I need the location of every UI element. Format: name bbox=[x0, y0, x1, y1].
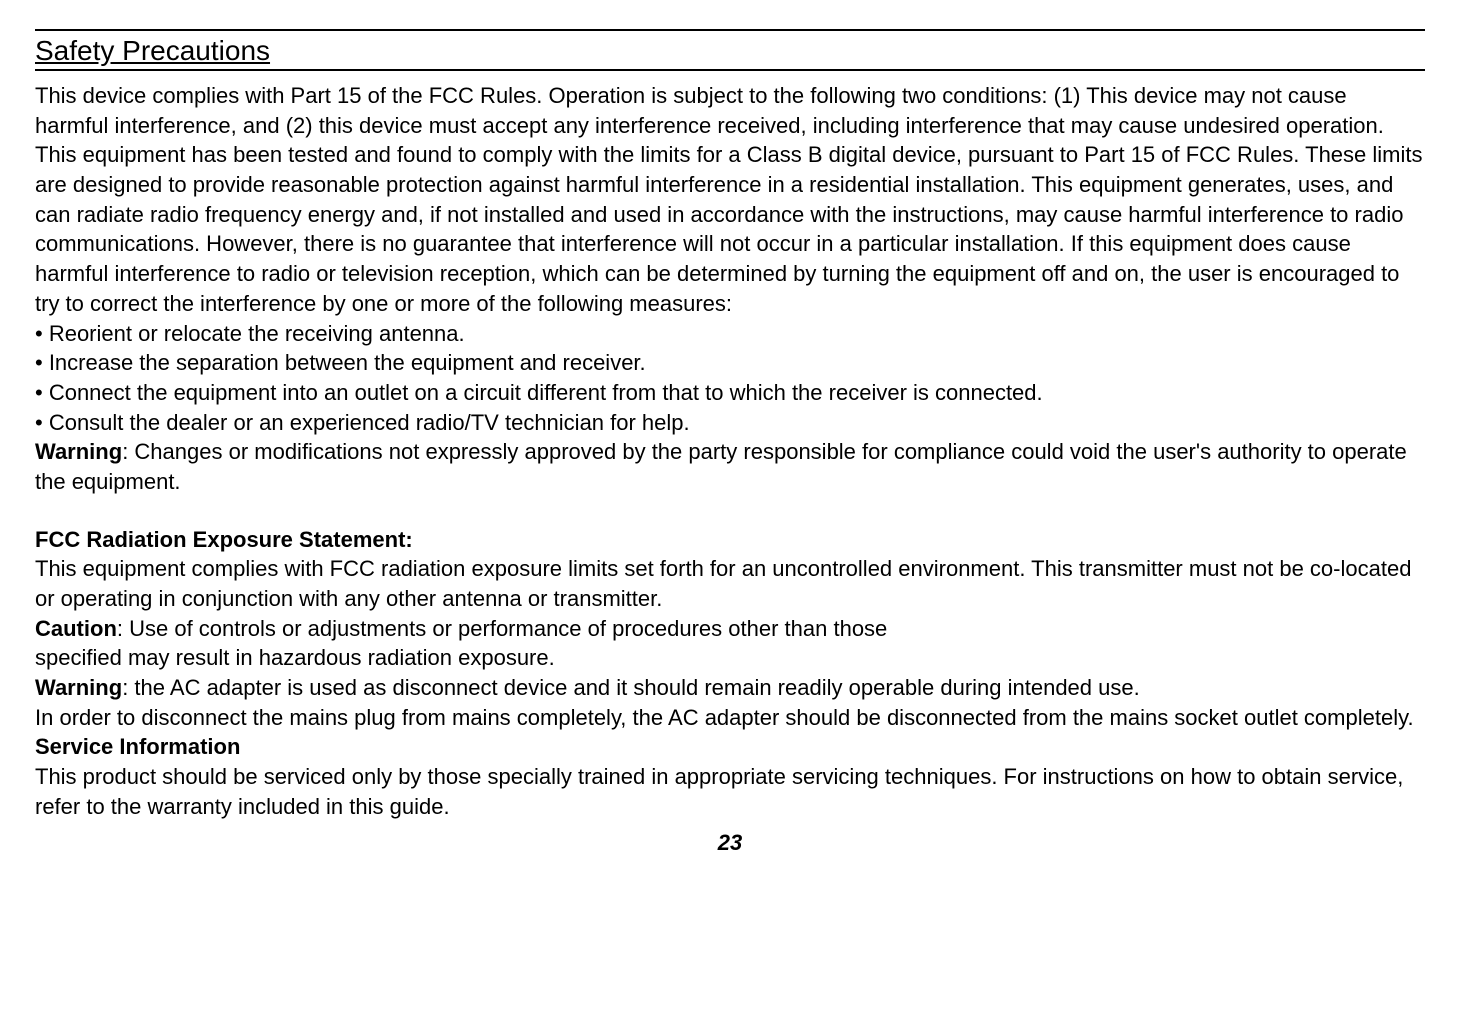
warning-label-1: Warning bbox=[35, 439, 122, 464]
fcc-text: This equipment complies with FCC radiati… bbox=[35, 554, 1425, 613]
header-user-manual-label: User Manual bbox=[35, 0, 1425, 5]
intro-paragraph: This device complies with Part 15 of the… bbox=[35, 81, 1425, 319]
section-title: Safety Precautions bbox=[35, 35, 1425, 71]
bullet-item-2: • Increase the separation between the eq… bbox=[35, 348, 1425, 378]
warning-ac-adapter: Warning: the AC adapter is used as disco… bbox=[35, 673, 1425, 703]
caution-line: Caution: Use of controls or adjustments … bbox=[35, 614, 1425, 644]
bullet-item-4: • Consult the dealer or an experienced r… bbox=[35, 408, 1425, 438]
warning-text-1: : Changes or modifications not expressly… bbox=[35, 439, 1407, 494]
caution-text-2: specified may result in hazardous radiat… bbox=[35, 643, 1425, 673]
caution-label: Caution bbox=[35, 616, 117, 641]
warning-ac-adapter-2: In order to disconnect the mains plug fr… bbox=[35, 703, 1425, 733]
header-rule bbox=[35, 29, 1425, 31]
warning-label-2: Warning bbox=[35, 675, 122, 700]
service-text: This product should be serviced only by … bbox=[35, 762, 1425, 821]
fcc-heading: FCC Radiation Exposure Statement: bbox=[35, 525, 1425, 555]
warning-modifications: Warning: Changes or modifications not ex… bbox=[35, 437, 1425, 496]
content-body: This device complies with Part 15 of the… bbox=[35, 81, 1425, 822]
service-heading: Service Information bbox=[35, 732, 1425, 762]
caution-text: : Use of controls or adjustments or perf… bbox=[117, 616, 887, 641]
page-number: 23 bbox=[35, 830, 1425, 856]
bullet-item-1: • Reorient or relocate the receiving ant… bbox=[35, 319, 1425, 349]
bullet-item-3: • Connect the equipment into an outlet o… bbox=[35, 378, 1425, 408]
warning-text-2: : the AC adapter is used as disconnect d… bbox=[122, 675, 1140, 700]
spacer-1 bbox=[35, 497, 1425, 525]
